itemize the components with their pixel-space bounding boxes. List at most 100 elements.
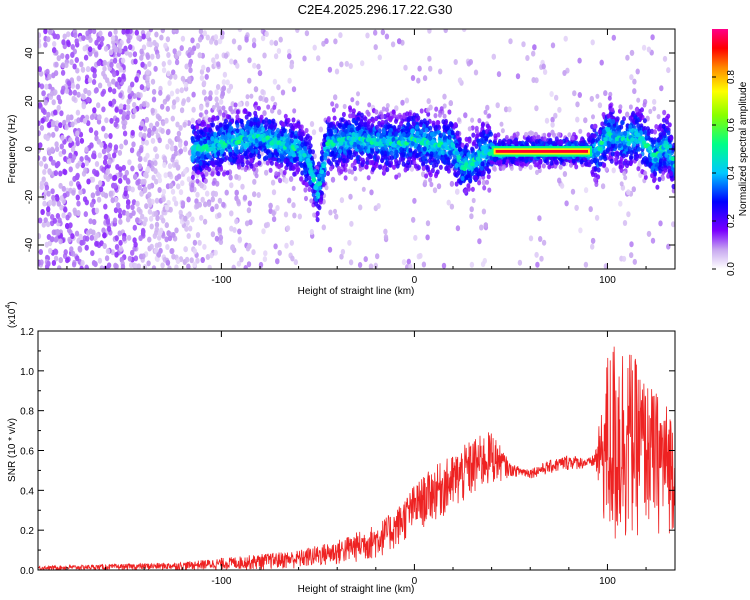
heat-cell: [517, 259, 523, 266]
heat-cell: [72, 89, 78, 96]
heat-cell: [221, 85, 227, 92]
heat-cell: [136, 150, 141, 157]
heat-cell: [661, 123, 666, 129]
heat-cell: [178, 125, 183, 131]
heat-cell: [176, 130, 182, 137]
heat-cell: [154, 197, 160, 204]
heat-cell: [596, 167, 601, 173]
heat-cell: [195, 257, 200, 264]
heat-cell: [666, 67, 671, 74]
heat-cell: [197, 239, 202, 246]
heat-cell: [483, 109, 488, 115]
heat-cell: [151, 265, 157, 269]
heat-cell: [563, 35, 568, 42]
heat-cell: [311, 188, 315, 194]
heat-cell: [557, 177, 562, 184]
heat-cell: [252, 178, 257, 185]
heat-cell: [180, 180, 185, 187]
heat-cell: [330, 176, 336, 183]
heat-cell: [53, 109, 58, 116]
heat-cell: [659, 85, 664, 92]
heat-cell: [383, 234, 389, 241]
heat-cell: [48, 199, 53, 206]
heat-cell: [578, 227, 583, 234]
heat-cell: [71, 189, 76, 196]
heat-cell: [419, 119, 424, 125]
heat-cell: [189, 257, 194, 264]
heat-cell: [116, 202, 121, 209]
heat-cell: [168, 171, 173, 178]
heat-cell: [277, 109, 282, 116]
heat-cell: [157, 241, 162, 248]
heat-cell: [83, 88, 88, 94]
heat-cell: [88, 50, 93, 57]
heat-cell: [257, 160, 262, 166]
heat-cell: [65, 214, 70, 221]
heat-cell: [77, 246, 83, 253]
heat-cell: [57, 98, 63, 105]
heat-cell: [88, 127, 94, 134]
heat-cell: [45, 68, 50, 75]
heat-cell: [441, 262, 447, 269]
heat-cell: [172, 48, 177, 55]
heat-cell: [213, 249, 218, 256]
heat-cell: [84, 160, 90, 167]
heat-cell: [58, 238, 63, 245]
heat-cell: [161, 196, 166, 203]
heat-cell: [172, 196, 177, 202]
heat-cell: [202, 30, 207, 37]
heat-cell: [629, 74, 634, 81]
heat-cell: [130, 186, 135, 193]
heat-cell: [209, 160, 214, 166]
heat-cell: [101, 148, 107, 155]
heat-cell: [118, 108, 124, 115]
heat-cell: [168, 206, 173, 213]
heat-cell: [278, 36, 283, 43]
heat-cell: [101, 125, 106, 132]
heat-cell: [487, 125, 492, 131]
heat-cell: [287, 77, 292, 84]
heat-cell: [480, 261, 486, 268]
heat-cell: [464, 136, 469, 142]
heat-cell: [244, 114, 249, 120]
heat-cell: [547, 164, 552, 170]
heat-cell: [161, 61, 166, 67]
heat-cell: [629, 241, 634, 248]
heat-cell: [86, 90, 92, 96]
heat-cell: [83, 54, 89, 61]
heat-cell: [662, 156, 667, 162]
heat-cell: [133, 58, 138, 65]
heat-cell: [147, 208, 153, 215]
heat-cell: [229, 58, 234, 65]
heat-cell: [363, 116, 368, 122]
heat-cell: [121, 209, 127, 216]
heat-cell: [104, 117, 109, 124]
heat-cell: [635, 68, 640, 75]
heat-cell: [60, 134, 65, 141]
heat-cell: [153, 65, 158, 72]
heat-cell: [106, 262, 112, 269]
heat-cell: [129, 147, 135, 154]
heat-cell: [53, 249, 59, 255]
heat-cell: [38, 120, 41, 127]
heat-cell: [38, 70, 44, 77]
heat-cell: [421, 165, 426, 171]
heat-cell: [122, 130, 128, 137]
heat-cell: [251, 37, 257, 44]
heat-cell: [68, 166, 73, 173]
heat-cell: [643, 174, 648, 180]
heat-cell: [397, 38, 402, 45]
heat-cell: [113, 196, 119, 203]
heat-cell: [400, 156, 405, 162]
heat-cell: [485, 179, 490, 185]
heat-cell: [318, 126, 324, 133]
heat-cell: [47, 83, 52, 90]
heat-cell: [144, 116, 150, 123]
heat-cell: [500, 128, 505, 134]
heat-cell: [93, 261, 98, 268]
heat-cell: [170, 145, 175, 152]
heat-cell: [187, 76, 192, 83]
heat-cell: [164, 117, 169, 124]
heat-cell: [61, 39, 66, 46]
heat-cell: [400, 99, 405, 106]
